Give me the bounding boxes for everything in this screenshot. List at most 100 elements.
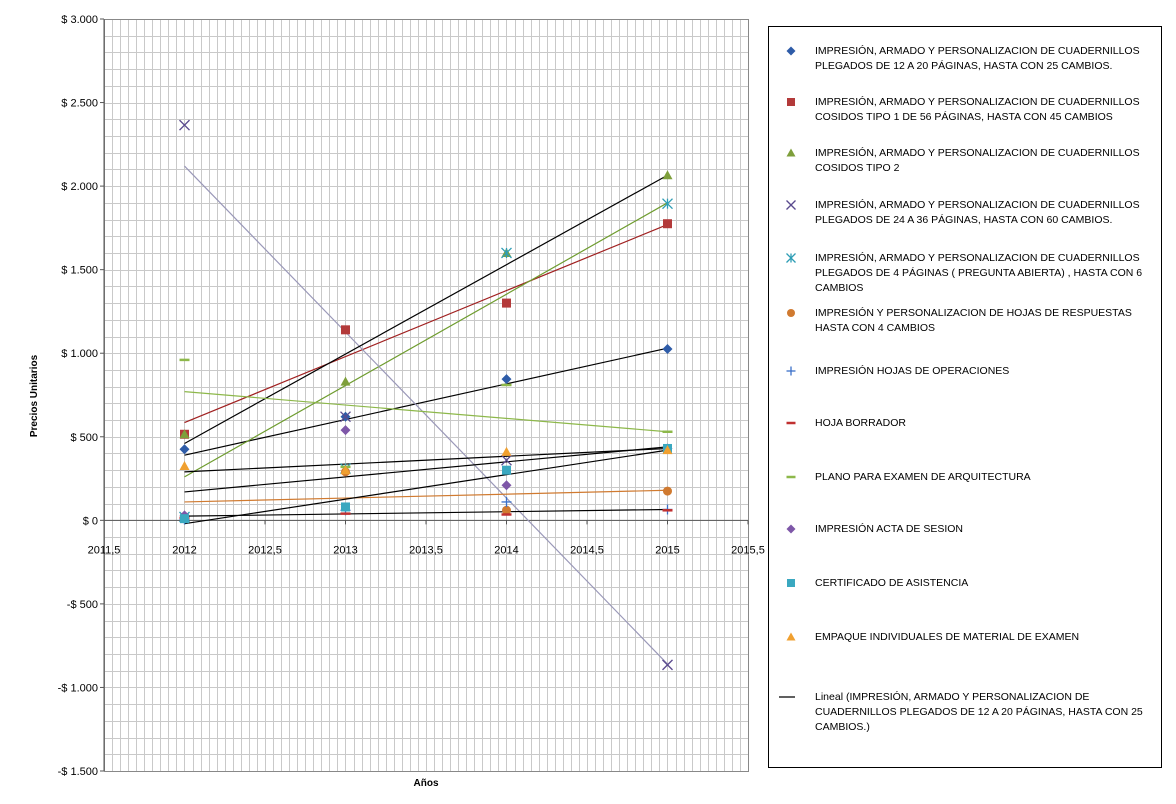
marker-stroke — [662, 659, 673, 671]
y-tick-label: $ 1.500 — [61, 265, 98, 277]
data-point-series-3 — [340, 376, 351, 386]
legend-marker-shape — [786, 366, 796, 376]
x-tick-label: 2011,5 — [88, 544, 121, 556]
y-tick-label: $ 0 — [83, 515, 98, 527]
x-tick-label: 2014 — [494, 544, 518, 556]
data-point-series-2 — [341, 325, 350, 335]
data-point-series-11 — [180, 514, 189, 524]
legend-label: IMPRESIÓN HOJAS DE OPERACIONES — [815, 365, 1010, 377]
legend-marker-shape — [787, 98, 795, 106]
x-axis-title: Años — [414, 778, 439, 789]
x-tick-label: 2013 — [333, 544, 357, 556]
x-tick-label: 2012 — [172, 544, 196, 556]
trend-line-1 — [184, 347, 668, 456]
data-point-series-6 — [663, 486, 672, 496]
data-point-series-3 — [179, 429, 190, 439]
data-point-series-2 — [663, 219, 672, 229]
legend-marker — [787, 309, 795, 317]
legend-marker — [786, 524, 796, 534]
legend-marker — [786, 475, 796, 479]
legend-marker — [786, 366, 796, 376]
data-point-series-12 — [662, 445, 673, 455]
legend-marker-shape — [786, 200, 796, 210]
legend-label: IMPRESIÓN, ARMADO Y PERSONALIZACION DE C… — [815, 147, 1140, 174]
legend-label: Lineal (IMPRESIÓN, ARMADO Y PERSONALIZAC… — [815, 691, 1143, 733]
data-point-series-4 — [340, 411, 351, 423]
legend-label: IMPRESIÓN, ARMADO Y PERSONALIZACION DE C… — [815, 96, 1140, 123]
y-tick-label: $ 1.000 — [61, 348, 98, 360]
data-point-series-12 — [179, 461, 190, 471]
legend-marker — [779, 696, 795, 698]
legend-label: PLANO PARA EXAMEN DE ARQUITECTURA — [815, 471, 1031, 483]
legend-label: EMPAQUE INDIVIDUALES DE MATERIAL DE EXAM… — [815, 631, 1080, 643]
x-tick-label: 2014,5 — [570, 544, 604, 556]
data-point-series-11 — [502, 465, 511, 475]
data-point-series-6 — [502, 505, 511, 515]
data-point-series-3 — [662, 170, 673, 180]
legend-marker-shape — [786, 46, 796, 56]
x-tick-label: 2012,5 — [248, 544, 282, 556]
data-point-series-1 — [179, 444, 190, 455]
x-tick-label: 2015 — [655, 544, 679, 556]
y-tick-label: $ 500 — [70, 432, 98, 444]
legend-marker-shape — [786, 632, 796, 641]
data-point-series-2 — [502, 298, 511, 308]
y-tick-label: $ 2.500 — [61, 98, 98, 110]
data-point-series-4 — [501, 454, 512, 466]
legend-marker — [787, 98, 795, 106]
legend-label: IMPRESIÓN, ARMADO Y PERSONALIZACION DE C… — [815, 199, 1140, 226]
trend-line-9 — [184, 391, 668, 433]
marker-stroke — [179, 119, 190, 131]
trend-line-4 — [184, 165, 668, 665]
data-point-series-10 — [501, 480, 512, 491]
trend-line-8 — [184, 446, 668, 493]
data-point-series-4 — [179, 119, 190, 131]
trend-line-10 — [184, 447, 668, 473]
data-point-series-5 — [662, 198, 673, 210]
data-point-series-10 — [340, 425, 351, 436]
labels-layer: Años Precios Unitarios $ 3.000 $ 2.500 $ 2… — [29, 14, 765, 789]
legend-marker — [786, 253, 796, 263]
x-tick-label: 2015,5 — [731, 544, 765, 556]
data-point-series-11 — [341, 502, 350, 512]
legend: IMPRESIÓN, ARMADO Y PERSONALIZACION DE C… — [768, 26, 1162, 768]
trend-line-2 — [184, 223, 668, 424]
axes-layer — [100, 18, 749, 772]
y-tick-label: $ 2.000 — [61, 181, 98, 193]
legend-marker — [786, 421, 796, 425]
trend-line-7 — [184, 508, 668, 517]
y-tick-label: -$ 1.000 — [58, 682, 98, 694]
legend-marker — [787, 579, 795, 587]
data-point-series-12 — [501, 446, 512, 456]
legend-marker-shape — [786, 524, 796, 534]
legend-marker-shape — [786, 148, 796, 157]
data-point-series-7 — [501, 496, 512, 507]
legend-label: IMPRESIÓN Y PERSONALIZACION DE HOJAS DE … — [815, 307, 1132, 334]
legend-marker — [786, 46, 796, 56]
data-point-series-12 — [340, 465, 351, 475]
legend-marker — [786, 632, 796, 641]
legend-marker-shape — [787, 579, 795, 587]
y-tick-label: -$ 500 — [67, 599, 98, 611]
y-axis-title: Precios Unitarios — [29, 354, 40, 437]
y-tick-label: $ 3.000 — [61, 14, 98, 26]
marker-stroke — [786, 200, 796, 210]
trend-line-11 — [184, 449, 668, 525]
legend-marker — [786, 148, 796, 157]
legend-label: CERTIFICADO DE ASISTENCIA — [815, 577, 969, 589]
legend-label: IMPRESIÓN, ARMADO Y PERSONALIZACION DE C… — [815, 45, 1140, 72]
data-point-series-1 — [501, 374, 512, 385]
data-point-series-4 — [662, 659, 673, 671]
legend-marker-shape — [787, 309, 795, 317]
y-tick-label: -$ 1.500 — [58, 766, 98, 778]
trend-line-3 — [184, 202, 668, 478]
legend-marker — [786, 200, 796, 210]
trend-line-6 — [184, 489, 668, 503]
legend-label: HOJA BORRADOR — [815, 417, 907, 429]
marker-stroke — [340, 411, 351, 423]
marker-stroke — [501, 454, 512, 466]
legend-label: IMPRESIÓN, ARMADO Y PERSONALIZACION DE C… — [815, 252, 1143, 294]
data-point-series-1 — [662, 344, 673, 355]
trend-layer — [184, 165, 668, 665]
